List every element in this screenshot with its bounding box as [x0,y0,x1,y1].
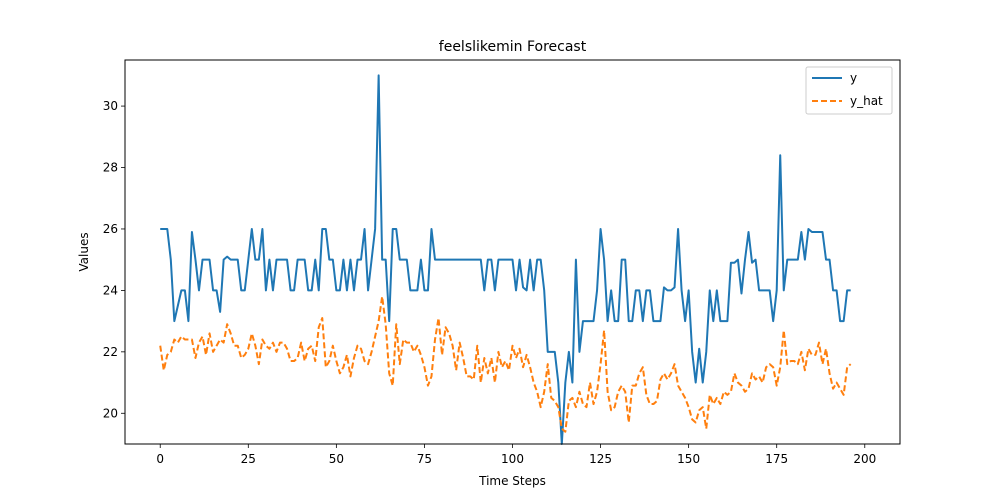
x-tick-label: 0 [156,452,164,466]
x-tick-label: 200 [853,452,876,466]
x-tick-label: 150 [677,452,700,466]
y-axis: 20 22 24 26 28 30 [103,99,125,420]
legend: y y_hat [805,66,893,115]
x-tick-label: 175 [765,452,788,466]
y-tick-label: 28 [103,161,118,175]
x-tick-label: 25 [241,452,256,466]
x-axis: 0 25 50 75 100 125 150 175 200 [156,444,876,466]
series-lines [159,74,852,445]
y-tick-label: 24 [103,283,118,297]
y-axis-label: Values [77,232,91,271]
x-tick-label: 125 [589,452,612,466]
legend-label-y_hat: y_hat [850,94,883,108]
series-line-y [160,74,851,445]
x-tick-label: 50 [329,452,344,466]
chart-title: feelslikemin Forecast [439,39,587,55]
legend-label-y: y [850,71,857,85]
y-tick-label: 30 [103,99,118,113]
series-line-y_hat [159,295,852,433]
x-tick-label: 100 [501,452,524,466]
y-tick-label: 20 [103,406,118,420]
x-tick-label: 75 [417,452,432,466]
y-tick-label: 22 [103,345,118,359]
y-tick-label: 26 [103,222,118,236]
x-axis-label: Time Steps [478,474,546,488]
